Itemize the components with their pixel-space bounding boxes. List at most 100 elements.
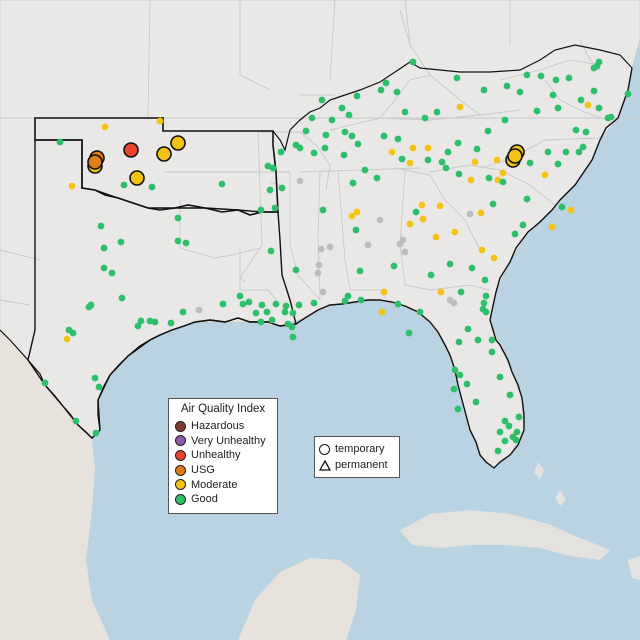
site-marker-good	[56, 138, 64, 146]
site-marker-good	[310, 299, 318, 307]
site-marker-good	[453, 74, 461, 82]
site-marker-good	[91, 374, 99, 382]
site-marker-good	[454, 139, 462, 147]
site-marker-good	[472, 398, 480, 406]
site-marker-good	[438, 158, 446, 166]
aqi-legend-label: Very Unhealthy	[191, 434, 266, 447]
aqi-legend-item-moderate: Moderate	[175, 477, 271, 492]
site-marker-moderate	[456, 103, 464, 111]
site-marker-good	[554, 104, 562, 112]
site-marker-good	[454, 405, 462, 413]
triangle-icon	[319, 459, 331, 471]
aqi-legend-label: Hazardous	[191, 420, 245, 433]
site-marker-good	[95, 383, 103, 391]
site-marker-moderate	[406, 220, 414, 228]
site-marker-good	[97, 222, 105, 230]
site-marker-good	[353, 92, 361, 100]
site-marker-no-data	[326, 243, 334, 251]
site-marker-good	[595, 104, 603, 112]
site-marker-moderate	[424, 144, 432, 152]
temporary-site-marker-moderate	[507, 148, 523, 164]
site-marker-good	[338, 104, 346, 112]
site-marker-good	[405, 329, 413, 337]
site-marker-good	[267, 247, 275, 255]
site-marker-good	[515, 413, 523, 421]
temporary-site-marker-moderate	[170, 135, 186, 151]
site-marker-good	[174, 214, 182, 222]
site-marker-moderate	[436, 202, 444, 210]
site-marker-good	[167, 319, 175, 327]
site-marker-good	[572, 126, 580, 134]
site-marker-good	[624, 90, 632, 98]
aqi-legend-item-very-unhealthy: Very Unhealthy	[175, 434, 271, 449]
site-marker-good	[302, 127, 310, 135]
site-marker-good	[328, 116, 336, 124]
site-marker-good	[380, 132, 388, 140]
site-marker-good	[488, 348, 496, 356]
site-marker-no-data	[364, 241, 372, 249]
site-marker-good	[450, 385, 458, 393]
site-marker-good	[582, 128, 590, 136]
site-marker-good	[295, 301, 303, 309]
site-marker-good	[373, 174, 381, 182]
site-marker-good	[348, 132, 356, 140]
site-marker-good	[322, 131, 330, 139]
moderate-swatch	[175, 479, 186, 491]
site-legend-label: permanent	[335, 459, 388, 471]
site-marker-good	[401, 108, 409, 116]
site-marker-good	[416, 308, 424, 316]
hazardous-swatch	[175, 420, 186, 432]
site-marker-good	[245, 298, 253, 306]
site-marker-good	[179, 308, 187, 316]
circle-icon	[319, 443, 330, 455]
aqi-legend-item-unhealthy: Unhealthy	[175, 448, 271, 463]
site-marker-good	[473, 145, 481, 153]
cuba-landmass	[400, 510, 610, 560]
temporary-site-marker-moderate	[129, 170, 145, 186]
site-marker-moderate	[348, 212, 356, 220]
state-borders	[0, 0, 640, 306]
site-marker-good	[341, 128, 349, 136]
site-marker-good	[489, 200, 497, 208]
site-marker-good	[264, 162, 272, 170]
site-marker-good	[263, 308, 271, 316]
site-marker-no-data	[317, 245, 325, 253]
site-marker-good	[390, 262, 398, 270]
site-marker-moderate	[378, 308, 386, 316]
aqi-legend-item-usg: USG	[175, 463, 271, 478]
site-marker-no-data	[296, 177, 304, 185]
site-marker-good	[108, 269, 116, 277]
site-marker-moderate	[409, 144, 417, 152]
hispaniola-landmass	[628, 556, 640, 580]
site-marker-good	[503, 82, 511, 90]
us-landmass	[0, 0, 640, 469]
yucatan-landmass	[238, 558, 360, 640]
site-marker-good	[100, 264, 108, 272]
site-marker-good	[484, 127, 492, 135]
site-legend-item-temporary: temporary	[319, 441, 395, 457]
site-marker-good	[427, 271, 435, 279]
site-marker-good	[533, 107, 541, 115]
site-marker-good	[481, 276, 489, 284]
site-marker-good	[562, 148, 570, 156]
site-legend-item-permanent: permanent	[319, 457, 395, 473]
site-marker-good	[593, 62, 601, 70]
site-marker-good	[575, 148, 583, 156]
site-marker-good	[501, 417, 509, 425]
site-marker-good	[182, 239, 190, 247]
site-marker-good	[344, 292, 352, 300]
site-marker-good	[506, 391, 514, 399]
site-marker-moderate	[471, 158, 479, 166]
site-marker-good	[361, 166, 369, 174]
aqi-legend-label: Unhealthy	[191, 449, 241, 462]
site-marker-good	[565, 74, 573, 82]
site-marker-moderate	[437, 288, 445, 296]
site-marker-good	[289, 309, 297, 317]
site-marker-good	[282, 302, 290, 310]
site-marker-good	[151, 318, 159, 326]
site-marker-good	[480, 299, 488, 307]
site-marker-good	[485, 174, 493, 182]
site-marker-moderate	[584, 101, 592, 109]
site-marker-no-data	[319, 288, 327, 296]
